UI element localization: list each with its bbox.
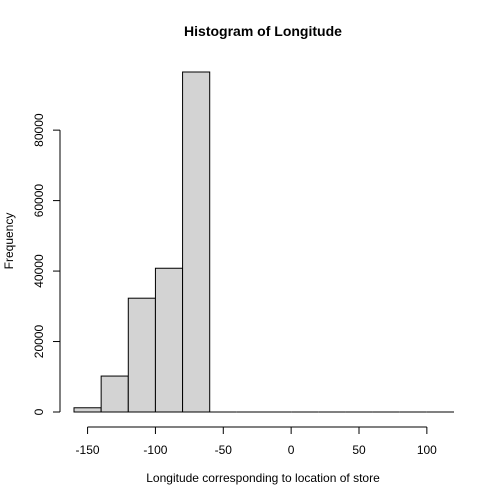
- histogram-bar-3: [154, 267, 184, 413]
- x-axis: -150 -100 -50 0 50 100: [76, 426, 437, 457]
- histogram-bar-2: [127, 297, 156, 413]
- y-tick-label: 0: [32, 408, 46, 415]
- chart-title: Histogram of Longitude: [184, 23, 342, 39]
- x-tick-label: -100: [143, 443, 167, 457]
- histogram-bar-4: [182, 71, 211, 413]
- x-tick-label: 100: [417, 443, 437, 457]
- x-tick-label: 50: [352, 443, 366, 457]
- x-axis-label: Longitude corresponding to location of s…: [146, 471, 380, 485]
- y-axis: 0 20000 40000 60000 80000: [32, 113, 61, 415]
- y-tick-label: 40000: [32, 254, 46, 288]
- bars-group: [73, 71, 454, 413]
- histogram-bar-0: [73, 407, 102, 413]
- y-tick-label: 20000: [32, 325, 46, 359]
- y-tick-label: 80000: [32, 113, 46, 147]
- histogram-bar-1: [100, 375, 129, 413]
- y-axis-label: Frequency: [2, 213, 16, 270]
- x-tick-label: -50: [215, 443, 233, 457]
- x-tick-label: 0: [288, 443, 295, 457]
- y-tick-label: 60000: [32, 184, 46, 218]
- x-tick-label: -150: [76, 443, 100, 457]
